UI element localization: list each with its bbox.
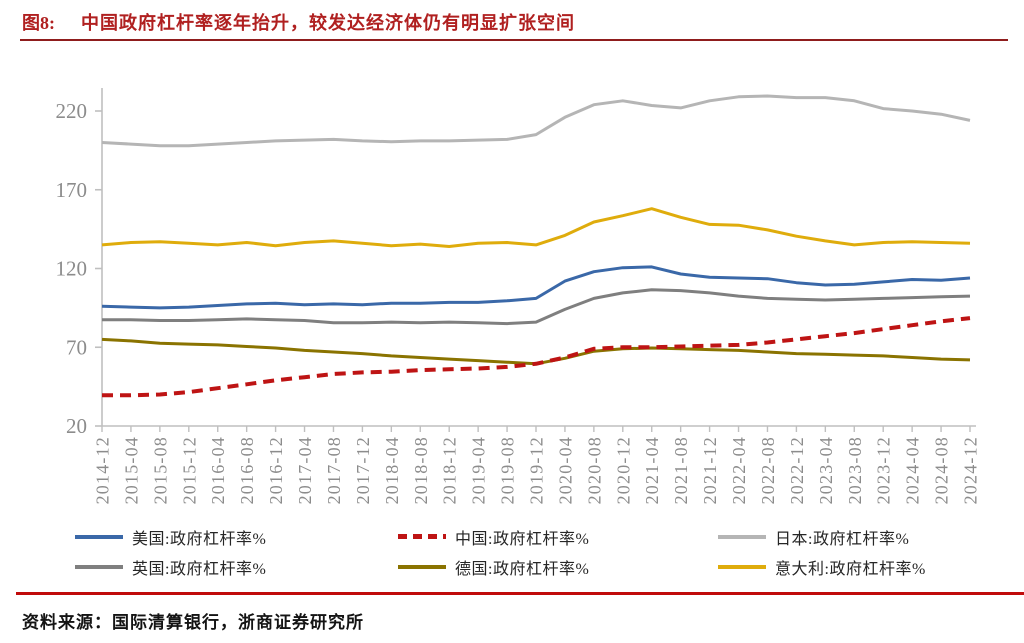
- x-tick-label: 2023-12: [874, 436, 894, 504]
- x-tick-label: 2015-04: [121, 436, 141, 504]
- legend-label-0: 美国:政府杠杆率%: [132, 530, 267, 548]
- x-tick-label: 2016-08: [237, 436, 257, 504]
- legend-item-0: 美国:政府杠杆率%: [75, 527, 398, 548]
- x-tick-label: 2015-12: [179, 436, 199, 504]
- figure-header: 图8: 中国政府杠杆率逐年抬升，较发达经济体仍有明显扩张空间: [22, 9, 1002, 35]
- x-tick-label: 2023-04: [816, 436, 836, 504]
- x-tick-label: 2017-12: [353, 436, 373, 504]
- legend-label-5: 意大利:政府杠杆率%: [775, 560, 926, 578]
- figure-number: 图8:: [22, 13, 55, 33]
- y-tick-label: 170: [56, 178, 88, 202]
- x-tick-label: 2017-04: [295, 436, 315, 504]
- legend-item-4: 德国:政府杠杆率%: [398, 557, 718, 578]
- legend-item-5: 意大利:政府杠杆率%: [718, 557, 995, 578]
- x-tick-label: 2023-08: [845, 436, 865, 504]
- x-tick-label: 2024-08: [932, 436, 952, 504]
- x-tick-label: 2024-12: [961, 436, 981, 504]
- x-tick-label: 2020-12: [613, 436, 633, 504]
- leverage-line-chart: 20 70 120 170 220 2014-12 2015-04 2015-08 2015-1…: [0, 55, 1024, 520]
- title-divider: [20, 39, 1008, 41]
- legend-item-3: 英国:政府杠杆率%: [75, 557, 398, 578]
- series-line-2: [101, 94, 971, 148]
- chart-canvas: 20 70 120 170 220 2014-12 2015-04 2015-08 2015-1…: [56, 88, 981, 504]
- y-tick-label: 220: [56, 99, 88, 123]
- legend-swatch-5: [718, 564, 766, 569]
- series-line-1: [102, 316, 971, 398]
- series-line-5: [101, 207, 971, 248]
- series-line-0: [101, 265, 971, 310]
- footer-divider: [16, 592, 1024, 595]
- series-line-3: [102, 288, 971, 326]
- y-tick-label: 20: [66, 414, 87, 438]
- legend-swatch-4: [398, 564, 446, 569]
- source-note: 资料来源：国际清算银行，浙商证券研究所: [22, 613, 364, 632]
- legend-swatch-0: [75, 534, 123, 539]
- x-tick-label: 2018-12: [440, 436, 460, 504]
- x-tick-label: 2015-08: [150, 436, 170, 504]
- x-tick-label: 2020-04: [555, 436, 575, 504]
- x-tick-label: 2018-08: [411, 436, 431, 504]
- x-tick-label: 2021-08: [671, 436, 691, 504]
- x-tick-label: 2022-08: [758, 436, 778, 504]
- legend-swatch-2: [718, 534, 766, 539]
- x-tick-label: 2016-04: [208, 436, 228, 504]
- legend-item-1: 中国:政府杠杆率%: [398, 527, 718, 548]
- series-line-4: [101, 337, 971, 366]
- chart-legend: 美国:政府杠杆率% 中国:政府杠杆率% 日本:政府杠杆率% 英国:政府杠杆率% 德国:政…: [75, 527, 995, 578]
- x-tick-label: 2018-04: [382, 436, 402, 504]
- legend-label-1: 中国:政府杠杆率%: [455, 530, 590, 548]
- page-title: 中国政府杠杆率逐年抬升，较发达经济体仍有明显扩张空间: [81, 13, 575, 33]
- x-tick-label: 2021-04: [642, 436, 662, 504]
- x-tick-label: 2017-08: [324, 436, 344, 504]
- legend-label-2: 日本:政府杠杆率%: [775, 530, 910, 548]
- x-tick-label: 2022-12: [787, 436, 807, 504]
- legend-swatch-1: [398, 534, 446, 539]
- legend-label-3: 英国:政府杠杆率%: [132, 560, 267, 578]
- x-tick-label: 2022-04: [729, 436, 749, 504]
- x-tick-label: 2019-08: [498, 436, 518, 504]
- x-tick-label: 2020-08: [584, 436, 604, 504]
- x-tick-label: 2014-12: [93, 436, 113, 504]
- x-tick-label: 2016-12: [266, 436, 286, 504]
- legend-label-4: 德国:政府杠杆率%: [455, 560, 590, 578]
- y-tick-label: 70: [66, 335, 87, 359]
- x-tick-label: 2024-04: [903, 436, 923, 504]
- x-tick-label: 2021-12: [700, 436, 720, 504]
- x-tick-label: 2019-04: [469, 436, 489, 504]
- legend-item-2: 日本:政府杠杆率%: [718, 527, 995, 548]
- x-tick-label: 2019-12: [527, 436, 547, 504]
- legend-swatch-3: [75, 564, 123, 569]
- y-tick-label: 120: [56, 257, 88, 281]
